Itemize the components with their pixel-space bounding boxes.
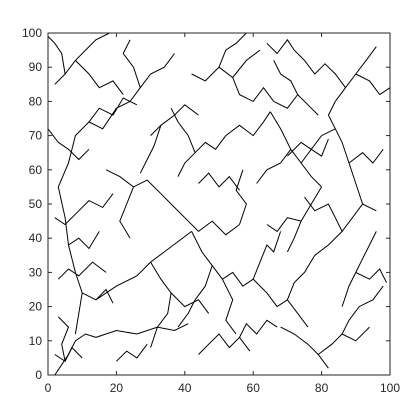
series-line-2 [57, 186, 83, 335]
y-tick-label-7: 70 [29, 129, 43, 143]
y-tick-label-8: 80 [29, 94, 43, 108]
series-line-60 [198, 333, 251, 355]
series-line-6 [54, 32, 110, 85]
series-line-10 [122, 39, 141, 88]
x-tick-label-3: 60 [247, 381, 261, 395]
series-line-17 [191, 49, 261, 82]
series-line-49 [266, 217, 302, 233]
y-tick-label-1: 10 [29, 334, 43, 348]
series-line-39 [327, 46, 377, 116]
series-line-19 [232, 77, 275, 103]
x-tick-label-1: 20 [110, 381, 124, 395]
series-line-28 [286, 255, 316, 300]
series-line-32 [341, 231, 377, 307]
x-tick-label-2: 40 [178, 381, 192, 395]
series-line-40 [304, 60, 346, 88]
series-line-0 [54, 333, 97, 376]
series-line-15 [177, 135, 227, 177]
series-line-9 [116, 53, 175, 109]
series-line-24 [221, 278, 237, 335]
series-line-38 [287, 128, 336, 157]
series-line-44 [273, 60, 299, 95]
series-line-11 [105, 169, 172, 205]
series-line-27 [252, 278, 309, 328]
y-tick-label-9: 90 [29, 60, 43, 74]
series-line-3 [81, 288, 114, 304]
y-tick-label-6: 60 [29, 163, 43, 177]
series-line-46 [256, 149, 292, 184]
series-line-34 [314, 203, 377, 256]
series-layer [47, 32, 391, 376]
series-line-53 [57, 261, 107, 280]
y-tick-label-5: 50 [29, 197, 43, 211]
y-tick-label-3: 30 [29, 265, 43, 279]
series-line-58 [139, 125, 162, 174]
series-line-25 [150, 261, 210, 314]
series-line-59 [198, 172, 240, 191]
series-line-47 [300, 138, 329, 164]
series-line-50 [252, 231, 282, 280]
series-line-54 [54, 193, 114, 226]
series-line-13 [170, 203, 240, 236]
y-tick-label-2: 20 [29, 300, 43, 314]
series-line-51 [54, 346, 83, 363]
series-line-21 [235, 169, 247, 225]
series-line-56 [88, 97, 138, 123]
series-line-31 [341, 285, 384, 335]
axes-box [47, 32, 391, 376]
y-tick-label-0: 0 [35, 368, 42, 382]
x-tick-label-4: 80 [315, 381, 329, 395]
series-line-45 [269, 111, 322, 188]
x-tick-label-5: 100 [380, 381, 400, 395]
series-line-4 [68, 231, 100, 250]
series-line-5 [57, 107, 117, 188]
y-tick-label-10: 100 [22, 26, 42, 40]
y-tick-label-4: 40 [29, 231, 43, 245]
series-line-26 [150, 292, 172, 348]
series-line-55 [47, 128, 90, 161]
series-line-36 [327, 114, 364, 205]
series-line-41 [355, 73, 391, 96]
series-line-1 [95, 323, 189, 338]
series-line-62 [116, 343, 148, 362]
series-line-8 [47, 36, 66, 75]
tick-labels-layer: 0 20 40 60 80 100 0 10 20 30 40 50 60 70 80 90 100 [22, 26, 400, 395]
ticks-layer [47, 32, 391, 376]
x-tick-label-0: 0 [45, 381, 52, 395]
series-line-33 [355, 268, 388, 283]
series-line-29 [280, 326, 329, 369]
series-line-61 [239, 319, 278, 338]
series-line-57 [150, 104, 199, 136]
series-line-7 [75, 60, 124, 95]
series-line-12 [119, 186, 134, 239]
series-line-42 [266, 38, 305, 61]
series-line-35 [304, 196, 343, 232]
series-line-22 [191, 231, 254, 287]
series-line-18 [218, 32, 247, 68]
series-line-52 [57, 316, 70, 362]
series-line-14 [95, 230, 192, 301]
series-line-20 [225, 111, 271, 137]
series-line-23 [177, 265, 213, 328]
series-line-43 [273, 93, 319, 116]
series-line-37 [348, 148, 384, 164]
